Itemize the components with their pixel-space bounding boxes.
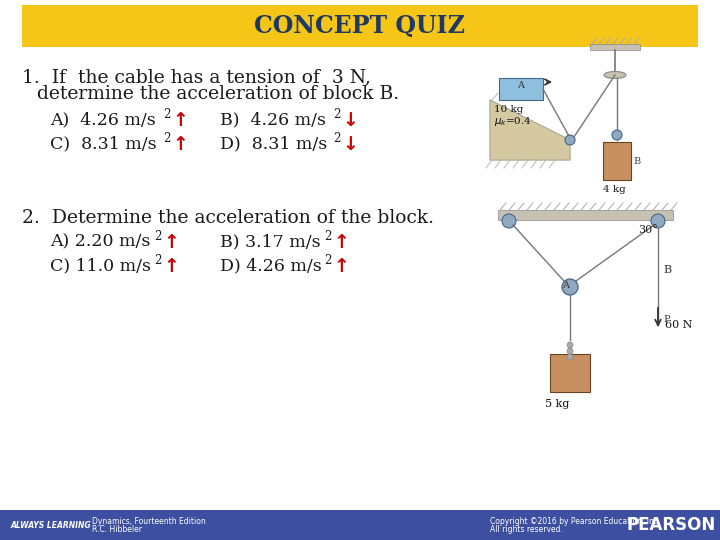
Text: All rights reserved.: All rights reserved. [490,525,563,535]
Text: ↑: ↑ [333,256,348,275]
Text: ↑: ↑ [163,233,179,252]
Text: ↓: ↓ [342,134,358,153]
Circle shape [565,135,575,145]
Text: 2: 2 [154,231,161,244]
Text: 1.  If  the cable has a tension of  3 N,: 1. If the cable has a tension of 3 N, [22,68,371,86]
Text: 2: 2 [163,132,171,145]
Text: 10 kg: 10 kg [494,105,523,114]
Text: 2: 2 [333,132,341,145]
Text: 2: 2 [163,109,171,122]
Text: ↑: ↑ [172,134,188,153]
Text: 60 N: 60 N [665,320,693,330]
Text: C)  8.31 m/s: C) 8.31 m/s [50,136,157,152]
Bar [0,510,720,540]
Text: ↑: ↑ [333,233,348,252]
Bar [550,354,590,392]
Text: 2: 2 [333,109,341,122]
Text: D)  8.31 m/s: D) 8.31 m/s [220,136,328,152]
Text: 30°: 30° [638,225,658,235]
Text: P: P [663,315,670,325]
Text: R.C. Hibbeler: R.C. Hibbeler [92,525,142,535]
Text: CONCEPT QUIZ: CONCEPT QUIZ [254,14,466,38]
Text: C) 11.0 m/s: C) 11.0 m/s [50,258,151,274]
Ellipse shape [604,71,626,78]
Text: B)  4.26 m/s: B) 4.26 m/s [220,111,326,129]
Bar [590,44,640,50]
Text: A: A [562,281,570,291]
Text: 2.  Determine the acceleration of the block.: 2. Determine the acceleration of the blo… [22,209,434,227]
Bar [22,5,698,47]
Text: 2: 2 [154,254,161,267]
Text: ALWAYS LEARNING: ALWAYS LEARNING [10,521,91,530]
Bar [603,142,631,180]
Text: determine the acceleration of block B.: determine the acceleration of block B. [37,85,399,103]
Text: ↑: ↑ [163,256,179,275]
Text: Copyright ©2016 by Pearson Education, Inc.: Copyright ©2016 by Pearson Education, In… [490,516,660,525]
Text: Dynamics, Fourteenth Edition: Dynamics, Fourteenth Edition [92,516,206,525]
Text: B: B [633,157,640,165]
Circle shape [567,342,573,348]
Circle shape [567,348,573,354]
Text: 2: 2 [324,231,331,244]
Text: 4 kg: 4 kg [603,186,626,194]
Text: 5 kg: 5 kg [545,399,570,409]
Bar [498,210,673,220]
Text: A: A [518,82,524,91]
Text: 2: 2 [324,254,331,267]
Bar [499,78,543,100]
Text: A)  4.26 m/s: A) 4.26 m/s [50,111,156,129]
Text: ↑: ↑ [172,111,188,130]
Circle shape [612,130,622,140]
Text: PEARSON: PEARSON [626,516,716,534]
Circle shape [502,214,516,228]
Text: B: B [663,265,671,275]
Polygon shape [490,100,570,160]
Circle shape [651,214,665,228]
Text: B) 3.17 m/s: B) 3.17 m/s [220,233,320,251]
Text: ↓: ↓ [342,111,358,130]
Text: D) 4.26 m/s: D) 4.26 m/s [220,258,322,274]
Circle shape [562,279,578,295]
Text: $\mu_k$=0.4: $\mu_k$=0.4 [494,116,532,129]
Circle shape [567,354,573,360]
Text: A) 2.20 m/s: A) 2.20 m/s [50,233,150,251]
